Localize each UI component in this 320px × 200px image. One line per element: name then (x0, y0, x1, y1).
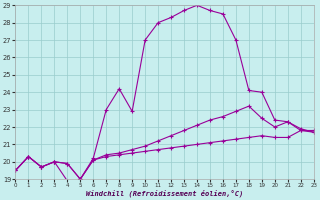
X-axis label: Windchill (Refroidissement éolien,°C): Windchill (Refroidissement éolien,°C) (86, 190, 243, 197)
